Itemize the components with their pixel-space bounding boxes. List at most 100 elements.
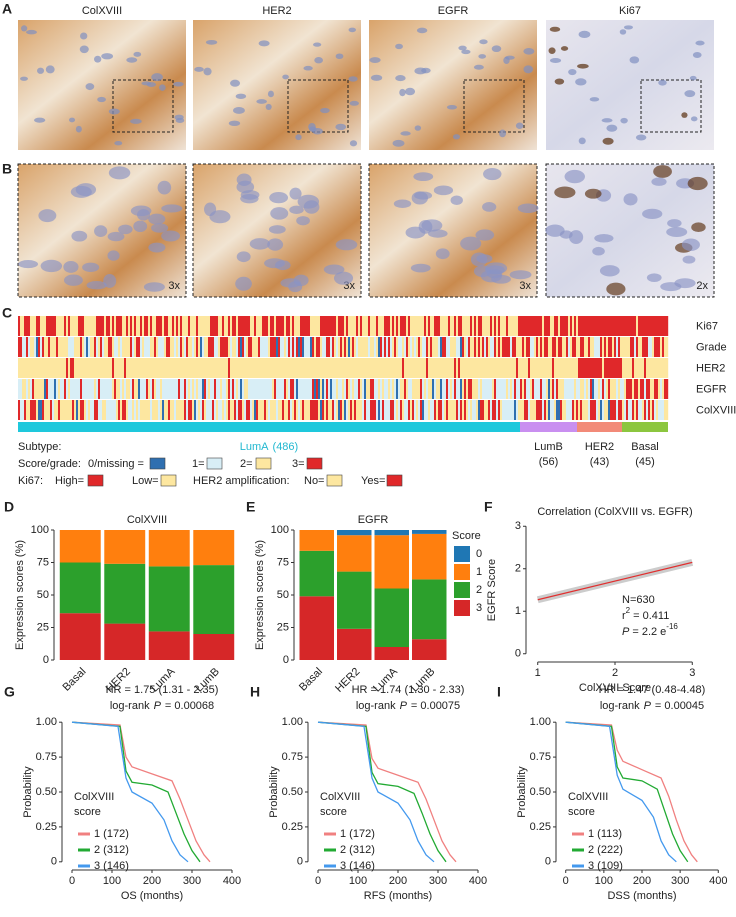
heatmap-cell bbox=[76, 400, 79, 420]
heatmap-cell bbox=[22, 400, 25, 420]
heatmap-cell bbox=[210, 358, 213, 378]
heatmap-cell bbox=[286, 379, 289, 399]
heatmap-cell bbox=[590, 379, 593, 399]
heatmap-cell bbox=[470, 337, 473, 357]
heatmap-cell bbox=[404, 400, 407, 420]
heatmap-cell bbox=[240, 358, 243, 378]
heatmap-cell bbox=[340, 358, 343, 378]
heatmap-cell bbox=[546, 316, 549, 336]
heatmap-cell bbox=[556, 358, 559, 378]
heatmap-cell bbox=[282, 337, 285, 357]
heatmap-cell bbox=[92, 358, 95, 378]
heatmap-cell bbox=[432, 316, 435, 336]
heatmap-cell bbox=[382, 358, 385, 378]
heatmap-cell bbox=[560, 337, 563, 357]
heatmap-cell bbox=[128, 337, 131, 357]
legend-title: ColXVIII bbox=[568, 791, 608, 803]
nucleus bbox=[414, 125, 422, 131]
nucleus bbox=[564, 169, 585, 184]
heatmap-cell bbox=[56, 337, 59, 357]
heatmap-cell bbox=[224, 316, 227, 336]
nucleus bbox=[148, 213, 166, 225]
zoom-box bbox=[463, 79, 525, 133]
heatmap-cell bbox=[650, 337, 653, 357]
heatmap-cell bbox=[450, 379, 453, 399]
heatmap-cell bbox=[452, 400, 455, 420]
heatmap-cell bbox=[242, 358, 245, 378]
heatmap-cell bbox=[26, 337, 29, 357]
annotation: N=630 bbox=[622, 594, 655, 606]
heatmap-cell bbox=[406, 316, 409, 336]
heatmap-cell bbox=[80, 358, 83, 378]
heatmap-cell bbox=[388, 337, 391, 357]
heatmap-cell bbox=[346, 316, 349, 336]
heatmap-cell bbox=[400, 400, 403, 420]
heatmap-cell bbox=[394, 358, 397, 378]
heatmap-cell bbox=[554, 358, 557, 378]
heatmap-cell bbox=[552, 400, 555, 420]
heatmap-cell bbox=[34, 358, 37, 378]
heatmap-cell bbox=[80, 316, 83, 336]
heatmap-cell bbox=[256, 358, 259, 378]
heatmap-cell bbox=[516, 358, 519, 378]
heatmap-cell bbox=[210, 316, 213, 336]
heatmap-cell bbox=[370, 316, 373, 336]
heatmap-cell bbox=[574, 379, 577, 399]
heatmap-cell bbox=[36, 400, 39, 420]
y-axis-label: Probability bbox=[516, 766, 528, 818]
heatmap-cell bbox=[394, 337, 397, 357]
heatmap-cell bbox=[150, 316, 153, 336]
heatmap-cell bbox=[378, 400, 381, 420]
heatmap-cell bbox=[272, 358, 275, 378]
heatmap-cell bbox=[360, 316, 363, 336]
heatmap-cell bbox=[546, 379, 549, 399]
heatmap-cell bbox=[292, 316, 295, 336]
heatmap-cell bbox=[310, 358, 313, 378]
y-tick-label: 0.75 bbox=[530, 751, 551, 763]
heatmap-cell bbox=[250, 379, 253, 399]
heatmap-cell bbox=[432, 379, 435, 399]
heatmap-cell bbox=[366, 400, 369, 420]
y-tick-label: 0.75 bbox=[282, 751, 303, 763]
heatmap-cell bbox=[356, 379, 359, 399]
heatmap-cell bbox=[442, 337, 445, 357]
heatmap-cell bbox=[186, 316, 189, 336]
heatmap-cell bbox=[386, 316, 389, 336]
heatmap-cell bbox=[116, 316, 119, 336]
heatmap-cell bbox=[432, 400, 435, 420]
heatmap-cell bbox=[532, 358, 535, 378]
nucleus bbox=[410, 263, 431, 273]
heatmap-cell bbox=[484, 379, 487, 399]
heatmap-cell bbox=[360, 358, 363, 378]
heatmap-cell bbox=[636, 358, 639, 378]
heatmap-cell bbox=[652, 358, 655, 378]
heatmap-cell bbox=[426, 358, 429, 378]
heatmap-cell bbox=[214, 358, 217, 378]
heatmap-cell bbox=[104, 400, 107, 420]
x-tick-label: 200 bbox=[389, 875, 407, 887]
heatmap-cell bbox=[326, 400, 329, 420]
heatmap-cell bbox=[84, 337, 87, 357]
heatmap-cell bbox=[196, 379, 199, 399]
heatmap-cell bbox=[572, 379, 575, 399]
bar-segment bbox=[104, 530, 146, 564]
heatmap-cell bbox=[188, 379, 191, 399]
heatmap-cell bbox=[178, 400, 181, 420]
heatmap-cell bbox=[426, 316, 429, 336]
nucleus bbox=[642, 208, 663, 220]
heatmap-cell bbox=[184, 316, 187, 336]
heatmap-cell bbox=[152, 400, 155, 420]
heatmap-cell bbox=[62, 337, 65, 357]
heatmap-cell bbox=[542, 316, 545, 336]
heatmap-cell bbox=[602, 316, 605, 336]
heatmap-cell bbox=[576, 400, 579, 420]
nucleus bbox=[549, 58, 562, 64]
heatmap-cell bbox=[74, 337, 77, 357]
heatmap-cell bbox=[98, 379, 101, 399]
heatmap-cell bbox=[188, 316, 191, 336]
heatmap-cell bbox=[460, 379, 463, 399]
heatmap-cell bbox=[56, 316, 59, 336]
heatmap-cell bbox=[246, 358, 249, 378]
bar-segment bbox=[412, 639, 447, 660]
heatmap-cell bbox=[494, 400, 497, 420]
